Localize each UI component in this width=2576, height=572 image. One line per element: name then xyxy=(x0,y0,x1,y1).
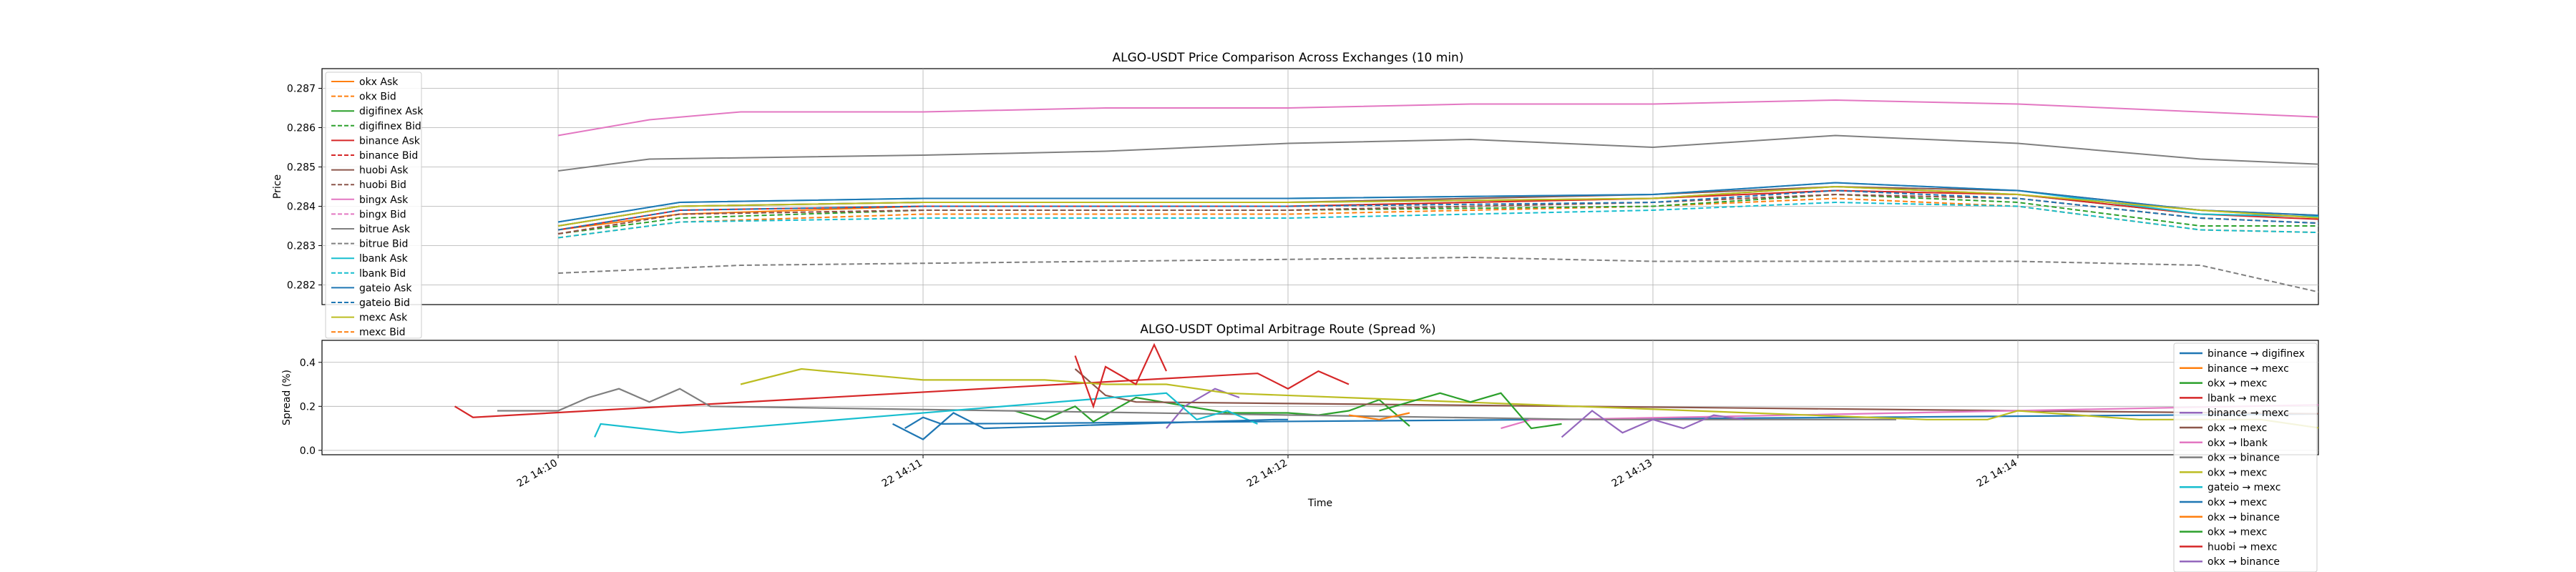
spread-chart-y-ticks: 0.0 0.2 0.4 xyxy=(300,358,322,457)
price-series-line xyxy=(557,189,2318,231)
price-series-line xyxy=(557,134,2318,172)
price-legend-label: okx Ask xyxy=(359,77,399,88)
price-legend-label: okx Bid xyxy=(359,92,396,103)
spread-legend-label: okx → mexc xyxy=(2207,378,2267,390)
price-series-line xyxy=(557,182,2318,223)
price-series-line xyxy=(557,193,2318,235)
price-chart-y-ticks: 0.282 0.283 0.284 0.285 0.286 0.287 xyxy=(287,84,322,292)
spread-series-line xyxy=(1074,368,2318,415)
price-y-tick-label: 0.285 xyxy=(287,162,316,174)
price-series-line xyxy=(557,201,2318,239)
price-legend-label: gateio Bid xyxy=(359,297,410,309)
spread-chart-legend: binance → digifinex binance → mexc okx → m… xyxy=(2173,342,2318,572)
spread-series-line xyxy=(1074,342,1167,409)
price-chart-legend-box xyxy=(325,72,422,339)
price-legend-label: mexc Bid xyxy=(359,327,406,338)
spread-legend-label: okx → binance xyxy=(2207,453,2280,464)
price-chart-y-label: Price xyxy=(272,174,283,199)
price-y-tick-label: 0.282 xyxy=(287,280,316,292)
price-legend-label: huobi Ask xyxy=(359,165,409,177)
spread-legend-label: okx → mexc xyxy=(2207,497,2267,508)
price-chart-title: ALGO-USDT Price Comparison Across Exchan… xyxy=(1113,51,1464,65)
price-legend-label: bingx Ask xyxy=(359,194,409,206)
price-series-line xyxy=(557,256,2318,293)
spread-chart-legend-box xyxy=(2173,342,2318,572)
spread-series-line xyxy=(1561,410,1745,438)
spread-legend-label: okx → binance xyxy=(2207,556,2280,568)
price-legend-label: lbank Ask xyxy=(359,253,409,265)
price-chart-legend: okx Ask okx Bid digifinex Ask digifinex Bid… xyxy=(325,72,424,339)
spread-legend-label: binance → mexc xyxy=(2207,363,2289,375)
spread-y-tick-label: 0.2 xyxy=(300,401,316,413)
spread-series-line xyxy=(904,413,2318,430)
spread-legend-label: okx → mexc xyxy=(2207,527,2267,538)
spread-chart-x-label: Time xyxy=(1307,498,1332,509)
spread-series-line xyxy=(497,388,1896,420)
spread-legend-label: okx → binance xyxy=(2207,512,2280,523)
price-series-line xyxy=(557,185,2318,227)
spread-y-tick-label: 0.4 xyxy=(300,358,316,369)
price-series-line xyxy=(557,99,2318,137)
spread-legend-label: binance → mexc xyxy=(2207,408,2289,419)
price-legend-label: huobi Bid xyxy=(359,179,406,191)
price-y-tick-label: 0.284 xyxy=(287,202,316,213)
price-legend-label: mexc Ask xyxy=(359,312,408,324)
price-legend-label: bitrue Bid xyxy=(359,239,408,250)
spread-legend-label: okx → lbank xyxy=(2207,438,2268,449)
price-legend-label: gateio Ask xyxy=(359,282,412,294)
price-legend-label: bingx Bid xyxy=(359,209,406,220)
spread-legend-label: lbank → mexc xyxy=(2207,393,2277,404)
price-chart: ALGO-USDT Price Comparison Across Exchan… xyxy=(272,51,2319,339)
price-legend-label: bitrue Ask xyxy=(359,224,411,235)
price-legend-label: binance Bid xyxy=(359,150,418,162)
spread-series-line xyxy=(1014,396,1410,427)
spread-series-line xyxy=(892,412,1288,440)
price-y-tick-label: 0.286 xyxy=(287,123,316,134)
price-legend-label: lbank Bid xyxy=(359,268,406,280)
spread-legend-label: huobi → mexc xyxy=(2207,541,2277,553)
spread-chart-y-label: Spread (%) xyxy=(281,370,293,425)
spread-series-line xyxy=(594,392,1258,438)
price-chart-series xyxy=(557,99,2318,293)
spread-chart-frame xyxy=(321,340,2319,455)
spread-series-line xyxy=(454,370,1350,418)
spread-chart-grid xyxy=(322,340,2318,455)
spread-legend-label: okx → mexc xyxy=(2207,423,2267,434)
price-legend-label: digifinex Bid xyxy=(359,121,421,132)
spread-series-line xyxy=(1348,412,1410,420)
spread-y-tick-label: 0.0 xyxy=(300,445,316,457)
spread-legend-label: binance → digifinex xyxy=(2207,348,2305,360)
spread-series-line xyxy=(1379,392,1562,430)
spread-series-line xyxy=(1501,404,2318,430)
price-y-tick-label: 0.287 xyxy=(287,84,316,95)
price-legend-label: digifinex Ask xyxy=(359,106,424,117)
spread-chart-title: ALGO-USDT Optimal Arbitrage Route (Sprea… xyxy=(1140,322,1435,337)
spread-legend-label: okx → mexc xyxy=(2207,467,2267,478)
price-legend-label: binance Ask xyxy=(359,135,421,147)
price-chart-frame xyxy=(321,68,2319,305)
price-y-tick-label: 0.283 xyxy=(287,241,316,252)
spread-legend-label: gateio → mexc xyxy=(2207,482,2280,493)
spread-chart-series xyxy=(454,342,2318,440)
